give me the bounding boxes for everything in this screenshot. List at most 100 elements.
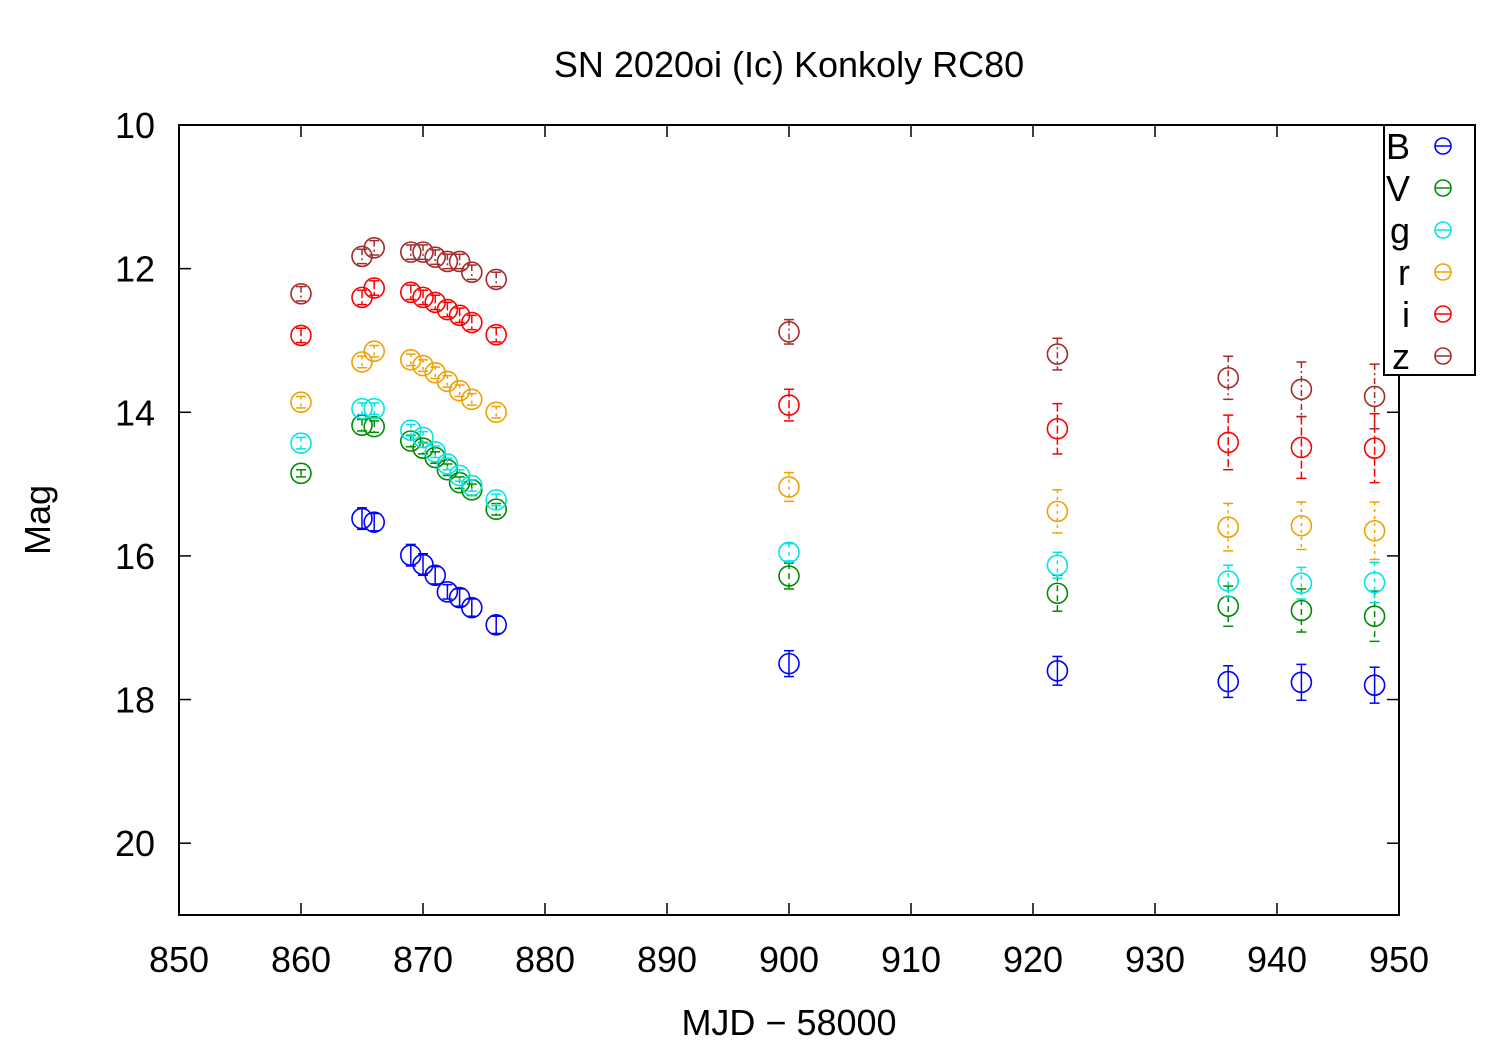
legend-marker-g (1434, 221, 1452, 239)
data-point (460, 388, 483, 411)
x-tick-label: 920 (1003, 939, 1063, 980)
data-point (1363, 674, 1386, 696)
data-point (485, 268, 508, 291)
data-point (399, 241, 422, 263)
x-tick-label: 900 (759, 939, 819, 980)
y-tick-label: 20 (115, 823, 155, 864)
data-point (1290, 599, 1313, 622)
legend-label-B: B (1386, 126, 1410, 167)
data-point (351, 507, 373, 530)
series-B (351, 507, 1386, 704)
legend-marker-V (1434, 179, 1452, 197)
data-point (412, 241, 434, 263)
y-tick-label: 16 (115, 536, 155, 577)
data-point (485, 323, 508, 346)
data-point (485, 489, 508, 511)
data-point (1046, 660, 1069, 682)
x-axis-label: MJD − 58000 (681, 1002, 896, 1043)
data-point (412, 286, 434, 309)
data-point (1046, 500, 1069, 523)
data-point (363, 237, 386, 259)
data-point (1363, 605, 1386, 628)
data-point (448, 250, 471, 273)
data-point (1290, 671, 1313, 694)
legend-marker-B (1434, 137, 1452, 155)
data-point (1363, 519, 1386, 542)
data-point (460, 311, 483, 334)
series-V (290, 414, 1386, 643)
data-point (1046, 582, 1069, 605)
x-tick-label: 940 (1247, 939, 1307, 980)
legend-label-r: r (1398, 252, 1410, 293)
data-point (778, 394, 800, 416)
data-point (1217, 366, 1239, 389)
data-point (1290, 514, 1313, 537)
series-z (290, 237, 1386, 430)
y-tick-label: 10 (115, 105, 155, 146)
data-point (1217, 516, 1239, 538)
data-point (399, 419, 422, 442)
data-point (1363, 571, 1386, 594)
x-tick-label: 870 (393, 939, 453, 980)
data-point (436, 298, 459, 321)
x-tick-label: 930 (1125, 939, 1185, 980)
data-point (363, 340, 386, 363)
series-g (290, 397, 1386, 604)
data-point (363, 415, 386, 438)
data-point (399, 430, 422, 452)
legend-label-g: g (1390, 210, 1410, 251)
data-point (485, 614, 508, 636)
data-point (363, 397, 386, 420)
x-tick-label: 880 (515, 939, 575, 980)
data-point (778, 541, 800, 564)
data-point (436, 250, 459, 273)
x-tick-label: 910 (881, 939, 941, 980)
y-tick-label: 14 (115, 392, 155, 433)
data-point (351, 397, 373, 420)
data-point (485, 401, 508, 424)
data-point (778, 565, 800, 587)
data-point (1046, 417, 1069, 440)
x-tick-label: 950 (1369, 939, 1429, 980)
data-point (290, 462, 312, 485)
data-point (1363, 385, 1386, 408)
data-point (1217, 431, 1239, 454)
data-point (436, 581, 459, 603)
y-tick-label: 12 (115, 249, 155, 290)
legend-label-V: V (1386, 168, 1410, 209)
y-axis-label: Mag (17, 485, 58, 555)
x-tick-label: 860 (271, 939, 331, 980)
data-point (460, 596, 483, 619)
x-axis: 850 860 870 880 890 900 910 920 930 940 950 (149, 125, 1429, 980)
data-point (424, 564, 447, 587)
data-point (1046, 343, 1069, 365)
data-point (1046, 554, 1069, 577)
data-point (778, 652, 800, 675)
data-point (363, 511, 386, 533)
data-point (485, 498, 508, 521)
data-point (424, 440, 447, 463)
data-point (460, 261, 483, 284)
data-point (399, 281, 422, 304)
data-point (1217, 570, 1239, 592)
data-point (351, 351, 373, 373)
legend-marker-i (1434, 305, 1452, 323)
data-point (778, 476, 800, 498)
data-point (460, 474, 483, 497)
data-point (290, 391, 312, 414)
y-tick-label: 18 (115, 680, 155, 721)
data-point (1290, 378, 1313, 401)
data-point (424, 361, 447, 384)
data-point (778, 321, 800, 343)
data-point (436, 453, 459, 475)
series-i (290, 277, 1386, 484)
x-tick-label: 890 (637, 939, 697, 980)
data-series (290, 237, 1386, 704)
data-point (1290, 436, 1313, 459)
y-axis: 10 12 14 16 18 20 (115, 105, 1399, 864)
x-tick-label: 850 (149, 939, 209, 980)
data-point (412, 426, 434, 449)
data-point (351, 414, 373, 437)
